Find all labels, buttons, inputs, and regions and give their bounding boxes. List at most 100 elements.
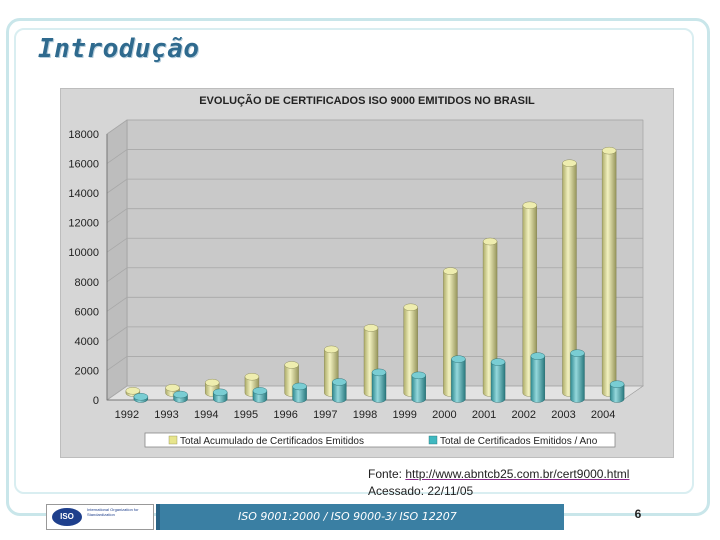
legend-label: Total Acumulado de Certificados Emitidos [180,436,364,447]
bar-total-accumulated-top [244,373,260,381]
bar-total-accumulated-top [562,159,577,167]
bar-per-year [252,387,268,403]
bar-per-year-body [490,361,506,403]
gridline [106,326,643,342]
bar-total-accumulated-top [125,387,141,395]
slide-title: Introdução [38,34,200,64]
bar-per-year [133,393,149,403]
plot-side-wall [106,119,128,401]
bar-total-accumulated-top [165,384,180,392]
bar-total-accumulated-top [601,146,617,155]
slide-inner-frame [14,28,694,494]
bar-total-accumulated-top [324,345,339,354]
chart-svg: EVOLUÇÃO DE CERTIFICADOS ISO 9000 EMITID… [68,94,644,448]
bar-total-accumulated-top [482,237,498,246]
bar-per-year-top [292,382,307,391]
bar-per-year [371,368,387,403]
y-tick-label: 0 [93,395,99,407]
bar-per-year-top [609,380,625,388]
bar-per-year-top [411,371,426,380]
y-tick-label: 6000 [75,306,99,318]
y-tick-label: 8000 [75,277,99,289]
bar-per-year [213,388,228,403]
bar-total-accumulated-top [403,303,418,311]
y-tick-label: 16000 [68,159,99,171]
gridline [106,356,643,371]
gridline [106,267,643,283]
bar-total-accumulated-body [601,150,617,397]
bar-per-year-top [173,390,188,399]
footer-bar: ISO 9001:2000 / ISO 9000-3/ ISO 12207 [156,504,564,530]
bar-per-year-top [133,393,149,401]
y-tick-label: 4000 [75,336,99,348]
x-tick-label: 2002 [512,409,536,421]
x-tick-label: 1999 [392,409,416,421]
bar-per-year [451,355,466,403]
x-tick-label: 1992 [115,409,139,421]
bar-total-accumulated-top [363,324,379,332]
gridline [106,237,643,253]
bar-per-year [570,349,585,403]
bar-total-accumulated-top [522,201,537,210]
bar-per-year-body [570,352,585,403]
iso-org-name: International Organization for Standardi… [87,507,139,517]
y-tick-label: 10000 [68,247,99,259]
iso-logo: ISO [52,508,82,526]
bar-per-year [411,371,426,403]
bar-per-year-top [213,388,228,397]
bar-total-accumulated [482,237,498,397]
bar-per-year-top [252,387,268,395]
bar-total-accumulated-top [284,361,299,369]
bar-per-year [173,390,188,403]
x-tick-label: 2003 [551,409,575,421]
bar-per-year [530,352,545,403]
bar-per-year-body [609,384,625,403]
bar-per-year-body [332,381,347,403]
bar-per-year-body [451,358,466,403]
bar-per-year [292,382,307,403]
x-tick-label: 1993 [154,409,178,421]
gridline [106,296,643,312]
chart-title: EVOLUÇÃO DE CERTIFICADOS ISO 9000 EMITID… [199,94,535,107]
bar-per-year-body [530,355,545,403]
gridline [106,385,643,401]
bar-per-year [490,358,506,403]
legend-label: Total de Certificados Emitidos / Ano [440,436,598,447]
source-link[interactable]: http://www.abntcb25.com.br/cert9000.html [405,467,630,481]
bar-total-accumulated-top [443,267,458,275]
y-tick-label: 12000 [68,218,99,230]
x-tick-label: 2004 [591,409,615,421]
bar-per-year-top [570,349,585,357]
bar-per-year-top [490,358,506,366]
bar-per-year-body [371,372,387,403]
legend-swatch [428,435,438,445]
page-number: 6 [634,507,642,521]
legend-swatch [168,435,178,445]
source-note: Fonte: http://www.abntcb25.com.br/cert90… [368,466,629,500]
x-tick-label: 1996 [273,409,297,421]
gridline [106,149,643,164]
x-tick-label: 2001 [472,409,496,421]
y-tick-label: 14000 [68,188,99,200]
y-tick-label: 2000 [75,365,99,377]
source-label: Fonte: [368,467,406,481]
source-line: Fonte: http://www.abntcb25.com.br/cert90… [368,466,629,483]
bar-per-year-top [371,368,387,377]
bar-per-year [332,378,347,403]
x-tick-label: 1997 [313,409,337,421]
iso-logo-box: ISO International Organization for Stand… [46,504,154,530]
bar-per-year-body [292,386,307,403]
gridline [106,119,643,135]
bar-per-year [609,380,625,403]
chart-container: EVOLUÇÃO DE CERTIFICADOS ISO 9000 EMITID… [60,88,674,458]
bar-total-accumulated-top [205,378,220,387]
accessed-date: Acessado: 22/11/05 [368,484,474,498]
bar-total-accumulated [601,146,617,397]
legend-box [144,432,616,448]
x-tick-label: 2000 [432,409,456,421]
y-tick-label: 18000 [68,129,99,141]
x-tick-label: 1998 [353,409,377,421]
gridline [106,208,643,223]
gridline [106,178,643,194]
bar-per-year-top [332,378,347,386]
